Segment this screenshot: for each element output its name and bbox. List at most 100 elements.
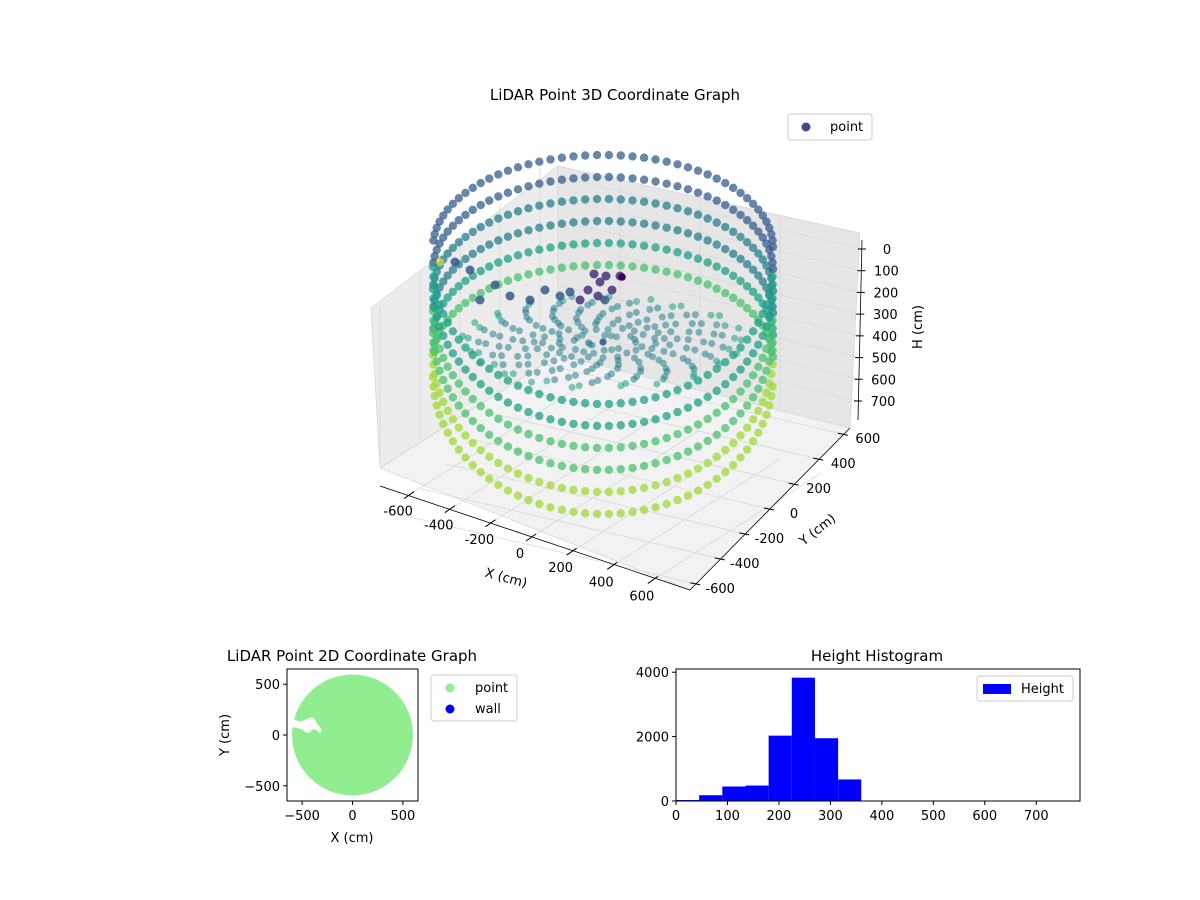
x-tick-label-3d: -200 — [465, 533, 495, 548]
cloud-point — [485, 430, 494, 440]
cloud-point — [543, 377, 551, 385]
cloud-point — [592, 421, 602, 431]
cloud-point — [758, 233, 767, 242]
cloud-point — [461, 409, 470, 418]
legend-2d-point-marker — [445, 683, 455, 693]
x-tick-label-histogram: 100 — [715, 809, 740, 824]
cloud-point — [581, 217, 590, 226]
cloud-point — [712, 386, 721, 396]
cloud-point — [476, 359, 484, 367]
cloud-point — [604, 399, 614, 409]
cloud-point — [691, 311, 699, 319]
cloud-point — [639, 175, 649, 184]
cloud-point — [669, 350, 677, 358]
cloud-point — [765, 379, 774, 388]
cloud-point — [454, 238, 464, 247]
cloud-point — [742, 423, 752, 432]
cloud-point — [729, 460, 738, 470]
cloud-point — [768, 264, 778, 274]
y-tick-label-3d: -400 — [730, 557, 760, 572]
cloud-point — [524, 360, 532, 368]
cloud-point — [535, 411, 544, 421]
y-tick-label-3d: 400 — [831, 457, 856, 472]
cloud-point — [707, 352, 715, 360]
cloud-point — [549, 307, 557, 315]
cloud-point — [581, 195, 590, 204]
cloud-point — [468, 438, 477, 448]
cloud-point — [557, 483, 567, 493]
cloud-point — [539, 339, 547, 347]
cloud-point — [461, 453, 470, 462]
cloud-point — [632, 346, 640, 354]
cloud-point — [643, 324, 651, 332]
cloud-point — [601, 271, 611, 281]
cloud-point — [525, 295, 535, 305]
cloud-point — [767, 251, 776, 261]
cloud-point — [662, 179, 671, 188]
cloud-point — [535, 455, 544, 465]
cloud-point — [513, 469, 523, 478]
x-tick-label-2d: 0 — [348, 809, 356, 824]
cloud-point — [569, 463, 578, 473]
cloud-point — [546, 415, 555, 424]
cloud-point — [461, 387, 470, 396]
cloud-point — [513, 229, 523, 238]
cloud-point — [435, 344, 444, 353]
cloud-point — [716, 312, 724, 320]
z-tick-label-3d: 500 — [872, 352, 897, 367]
cloud-point — [569, 485, 578, 495]
cloud-point — [683, 273, 693, 282]
cloud-point — [569, 441, 578, 451]
cloud-point — [592, 509, 602, 519]
cloud-point — [765, 401, 774, 410]
cloud-point — [524, 385, 533, 395]
cloud-point — [673, 495, 682, 505]
cloud-point — [535, 245, 544, 254]
cloud-point — [718, 331, 726, 339]
cloud-point — [589, 269, 599, 279]
cloud-point — [569, 196, 578, 205]
cloud-point — [639, 417, 649, 427]
cloud-point — [662, 321, 670, 329]
cloud-point — [476, 423, 485, 433]
cloud-point — [459, 332, 467, 340]
cloud-point — [570, 361, 578, 369]
cloud-point — [593, 317, 601, 325]
cloud-point — [584, 301, 592, 309]
x-tick-mark — [525, 533, 537, 542]
chart-3d: LiDAR Point 3D Coordinate Graph -600 -400… — [370, 86, 926, 604]
cloud-point — [628, 218, 637, 227]
cloud-point — [485, 196, 494, 205]
grid-z-line — [559, 241, 861, 315]
cloud-point — [551, 376, 559, 384]
cloud-point — [729, 227, 738, 237]
cloud-point — [532, 321, 540, 329]
z-tick-label-3d: 700 — [871, 395, 896, 410]
cloud-point — [625, 322, 633, 330]
cloud-point — [662, 477, 671, 487]
cloud-point — [540, 359, 548, 367]
cloud-point — [754, 384, 763, 393]
z-axis-line-3d — [857, 239, 863, 421]
cloud-point — [464, 334, 472, 342]
cloud-point — [448, 415, 458, 424]
cloud-point — [575, 295, 585, 305]
cloud-point — [754, 362, 763, 371]
cloud-point — [742, 379, 752, 388]
cloud-point — [754, 249, 763, 258]
cloud-point — [429, 236, 438, 245]
grid-x-line — [448, 402, 619, 511]
cloud-point — [524, 182, 533, 191]
cloud-point — [712, 262, 721, 271]
grid-x-line — [611, 458, 781, 567]
cloud-point — [448, 265, 458, 275]
cloud-point — [729, 183, 738, 193]
cloud-point — [494, 258, 503, 267]
cloud-point — [581, 465, 590, 474]
cloud-point — [662, 455, 671, 465]
cloud-point — [683, 469, 693, 478]
cloud-point — [450, 257, 460, 267]
cloud-point — [660, 347, 668, 355]
histogram-bar — [699, 795, 723, 801]
cloud-point — [748, 415, 758, 424]
